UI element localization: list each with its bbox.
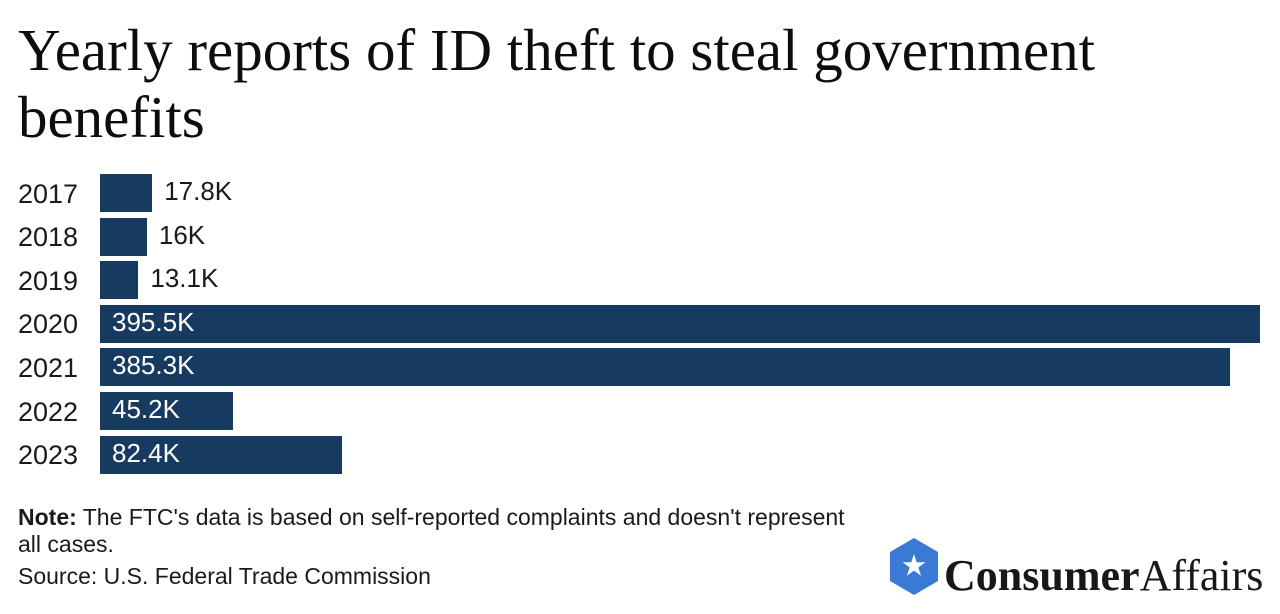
- svg-text:ConsumerAffairs: ConsumerAffairs: [944, 551, 1263, 600]
